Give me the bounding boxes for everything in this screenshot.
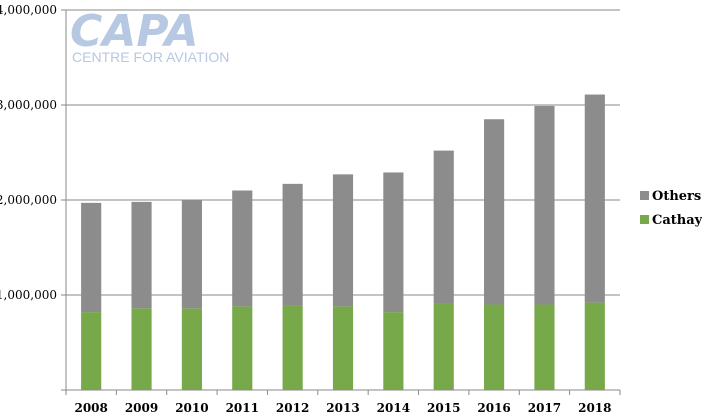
bar-others-2012: [282, 183, 303, 306]
capa-logo: CAPA CENTRE FOR AVIATION: [70, 6, 229, 65]
bars: [81, 94, 605, 390]
bar-others-2018: [584, 94, 605, 303]
x-tick-label: 2008: [74, 401, 107, 415]
y-tick-label: 2,000,000: [0, 193, 57, 207]
bar-cathay-2012: [282, 305, 303, 390]
x-tick-label: 2012: [276, 401, 309, 415]
bar-cathay-2011: [232, 306, 253, 390]
x-tick-label: 2013: [326, 401, 359, 415]
bar-others-2008: [81, 202, 102, 313]
bar-others-2011: [232, 190, 253, 307]
legend-swatch-cathay: [640, 215, 649, 224]
y-tick-label: 1,000,000: [0, 288, 57, 302]
y-tick-label: 3,000,000: [0, 98, 57, 112]
legend-swatch-others: [640, 191, 649, 200]
bar-others-2017: [534, 105, 555, 305]
y-axis: 1,000,000 2,000,000 3,000,000 4,000,000: [0, 3, 67, 391]
y-tick-label: 4,000,000: [0, 3, 57, 17]
bar-cathay-2016: [484, 304, 505, 390]
x-tick-label: 2016: [477, 401, 510, 415]
bar-cathay-2008: [81, 312, 102, 390]
x-tick-label: 2011: [226, 401, 259, 415]
x-tick-label: 2018: [578, 401, 611, 415]
bar-cathay-2013: [332, 306, 354, 390]
legend-label-others: Others: [652, 189, 701, 204]
x-tick-label: 2010: [175, 401, 208, 415]
bar-cathay-2009: [131, 308, 152, 390]
logo-name: CAPA: [70, 6, 199, 57]
bar-cathay-2018: [584, 302, 605, 390]
bar-cathay-2017: [534, 304, 555, 390]
bar-cathay-2014: [383, 312, 404, 390]
bar-cathay-2010: [181, 308, 202, 390]
x-tick-label: 2017: [528, 401, 561, 415]
x-tick-label: 2015: [427, 401, 460, 415]
x-axis: 2008 2009 2010 2011 2012 2013 2014 2015 2016 2017…: [65, 389, 621, 415]
bar-others-2010: [181, 200, 202, 309]
legend-label-cathay: Cathay: [652, 213, 702, 228]
legend: Others Cathay: [640, 189, 702, 228]
x-tick-label: 2009: [125, 401, 158, 415]
logo-tagline: CENTRE FOR AVIATION: [72, 49, 229, 65]
bar-others-2013: [332, 174, 354, 307]
bar-cathay-2015: [433, 303, 454, 390]
bar-others-2014: [383, 172, 404, 313]
bar-others-2009: [131, 201, 152, 309]
x-tick-label: 2014: [377, 401, 410, 415]
bar-others-2015: [433, 150, 454, 304]
bar-others-2016: [484, 119, 505, 305]
